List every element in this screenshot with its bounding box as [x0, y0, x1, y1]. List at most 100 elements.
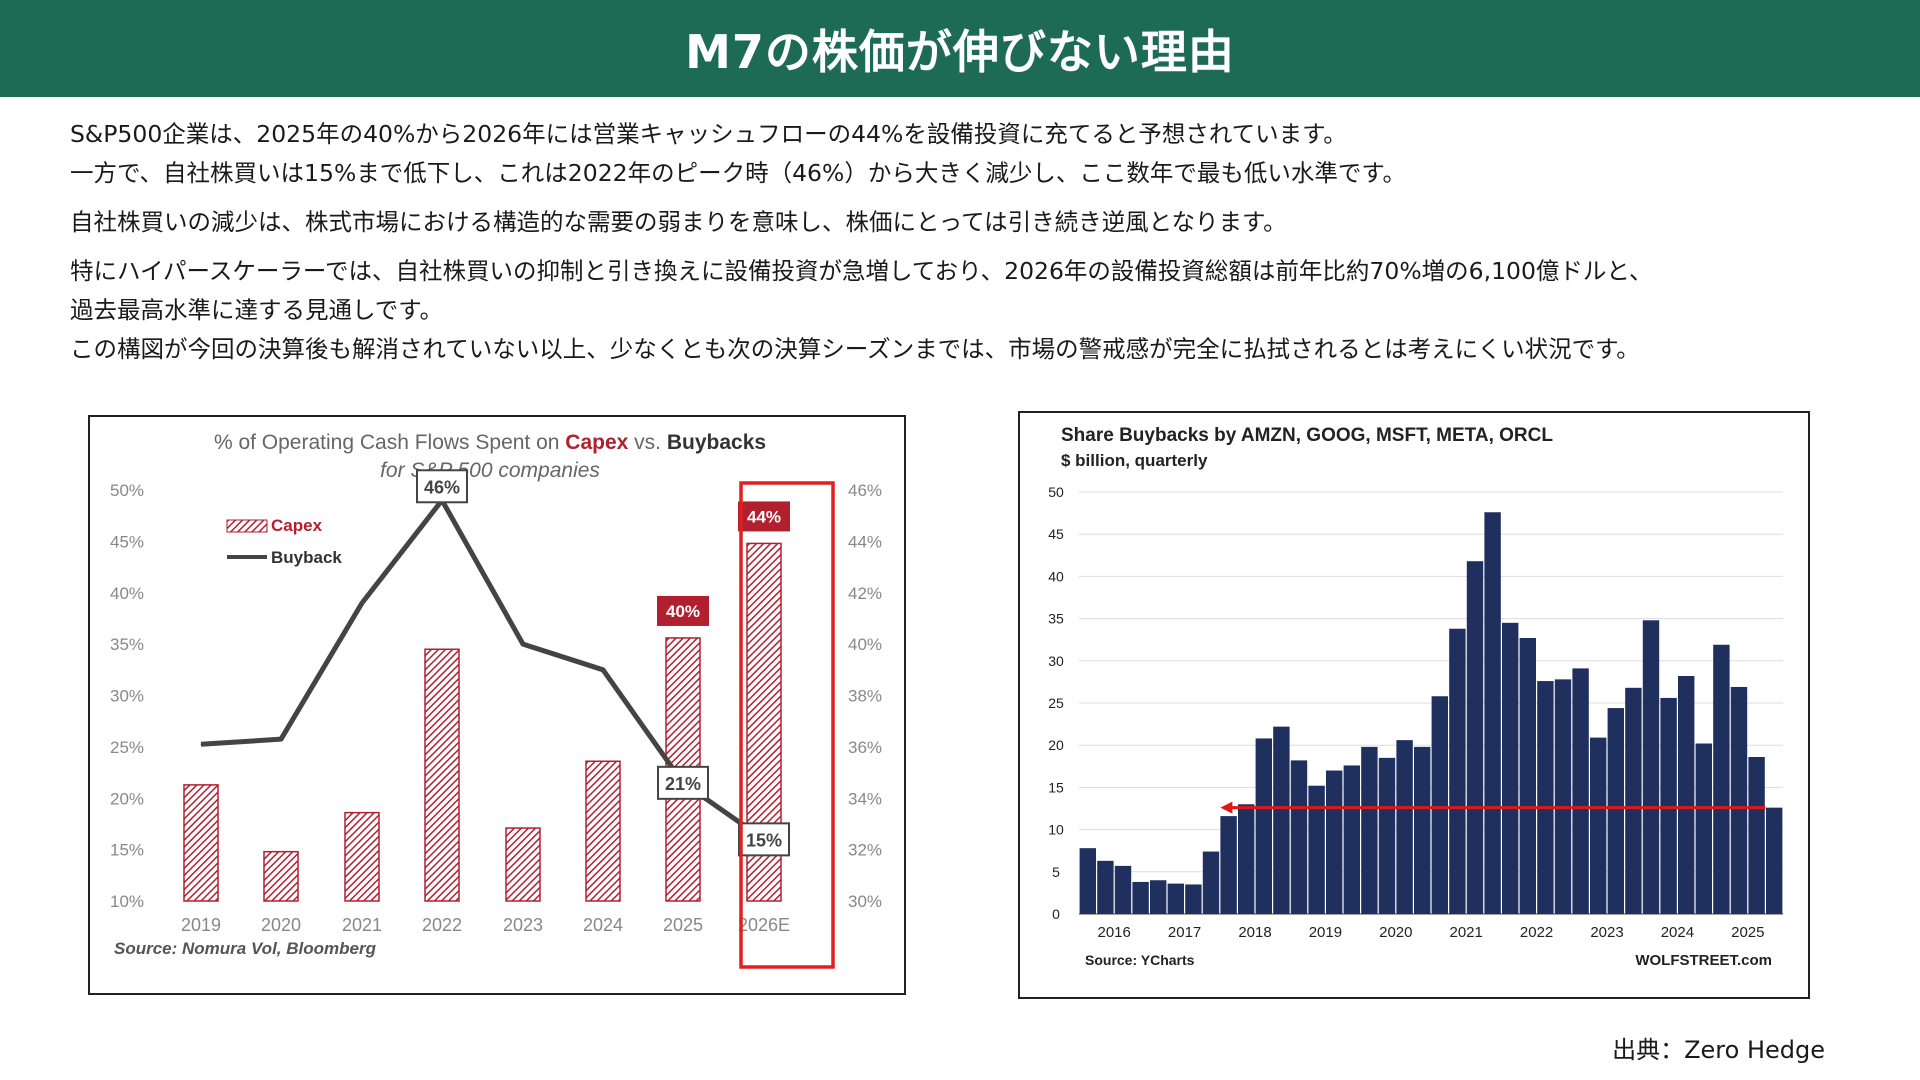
buyback-bar: [1114, 865, 1132, 914]
buyback-bar: [1678, 675, 1695, 914]
buyback-bar: [1519, 638, 1536, 914]
buyback-bar: [1167, 883, 1184, 914]
capex-buyback-chart: % of Operating Cash Flows Spent on Capex…: [88, 415, 906, 995]
chart2-title: Share Buybacks by AMZN, GOOG, MSFT, META…: [1061, 425, 1553, 446]
capex-bar: [344, 811, 380, 902]
buyback-bar: [1132, 881, 1149, 914]
buyback-bar: [1361, 746, 1378, 914]
y-axis-tick: 10: [1048, 822, 1064, 838]
y-axis-tick: 20: [1048, 737, 1064, 753]
buyback-bar: [1185, 884, 1202, 914]
highlight-2026-box: [739, 481, 835, 969]
legend-buyback-label: Buyback: [271, 548, 342, 567]
paragraph-3-line-2: 過去最高水準に達する見通しです。: [70, 296, 443, 324]
chart1-subtitle: for S&P 500 companies: [380, 459, 600, 482]
buyback-bar: [1449, 628, 1466, 914]
left-axis-tick: 25%: [110, 738, 144, 757]
title-bar: M7の株価が伸びない理由: [0, 0, 1920, 97]
buyback-bar: [1396, 740, 1413, 914]
left-axis-tick: 15%: [110, 841, 144, 860]
right-axis-tick: 36%: [848, 738, 882, 757]
buyback-line: [200, 497, 766, 842]
buyback-bar: [1730, 686, 1748, 914]
y-axis-tick: 15: [1048, 779, 1064, 795]
left-axis-tick: 10%: [110, 892, 144, 911]
x-axis-tick: 2023: [503, 915, 543, 935]
x-axis-tick: 2016: [1098, 924, 1131, 941]
right-axis-tick: 44%: [848, 532, 882, 551]
left-axis-tick: 30%: [110, 687, 144, 706]
buyback-bar: [1642, 620, 1660, 914]
buyback-bar: [1097, 860, 1114, 914]
y-axis-tick: 5: [1052, 864, 1060, 880]
paragraph-3-line-1: 特にハイパースケーラーでは、自社株買いの抑制と引き換えに設備投資が急増しており、…: [70, 257, 1653, 285]
buyback-callout-box: [416, 469, 468, 504]
paragraph-1-line-2: 一方で、自社株買いは15%まで低下し、これは2022年のピーク時（46%）から大…: [70, 159, 1406, 187]
y-axis-tick: 50: [1048, 484, 1064, 500]
buyback-bar: [1607, 708, 1624, 914]
source-note: 出典：Zero Hedge: [1612, 1036, 1825, 1064]
x-axis-tick: 2019: [181, 915, 221, 935]
buyback-bar: [1238, 804, 1255, 914]
buyback-bar: [1273, 726, 1290, 914]
buyback-point: [280, 738, 282, 740]
y-axis-tick: 0: [1052, 906, 1060, 922]
capex-2026-callout-box: [738, 501, 790, 532]
x-axis-tick: 2019: [1309, 924, 1342, 941]
buyback-callout-box: [738, 822, 790, 857]
buyback-bar: [1713, 644, 1730, 914]
right-axis-tick: 32%: [848, 841, 882, 860]
left-axis-tick: 50%: [110, 481, 144, 500]
buyback-bar: [1466, 561, 1484, 914]
right-axis-tick: 34%: [848, 789, 882, 808]
buyback-bar: [1202, 851, 1220, 914]
paragraph-3: 特にハイパースケーラーでは、自社株買いの抑制と引き換えに設備投資が急増しており、…: [70, 252, 1880, 369]
x-axis-tick: 2025: [1731, 924, 1764, 941]
buyback-bar: [1554, 679, 1572, 914]
right-axis-tick: 42%: [848, 584, 882, 603]
capex-2026-callout: 44%: [747, 507, 781, 526]
y-axis-tick: 40: [1048, 568, 1064, 584]
x-axis-tick: 2024: [1661, 924, 1694, 941]
buyback-point: [522, 643, 524, 645]
x-axis-tick: 2020: [261, 915, 301, 935]
right-axis-tick: 46%: [848, 481, 882, 500]
capex-bar: [505, 827, 541, 902]
buyback-bar: [1343, 765, 1360, 914]
buyback-bar: [1220, 816, 1237, 914]
buyback-point: [361, 602, 363, 604]
capex-2025-callout-box: [657, 595, 709, 626]
buyback-callout-box: [657, 765, 709, 800]
paragraph-1-line-1: S&P500企業は、2025年の40%から2026年には営業キャッシュフローの4…: [70, 120, 1347, 148]
x-axis-tick: 2022: [1520, 924, 1553, 941]
buyback-bar: [1431, 696, 1448, 914]
paragraph-2: 自社株買いの減少は、株式市場における構造的な需要の弱まりを意味し、株価にとっては…: [70, 208, 1287, 236]
buyback-bar: [1748, 757, 1765, 914]
capex-buyback-chart-svg: % of Operating Cash Flows Spent on Capex…: [110, 431, 882, 969]
buyback-bar: [1695, 743, 1712, 914]
legend-capex-label: Capex: [271, 516, 323, 535]
body-text: S&P500企業は、2025年の40%から2026年には営業キャッシュフローの4…: [70, 115, 1880, 379]
x-axis-tick: 2020: [1379, 924, 1412, 941]
x-axis-tick: 2026E: [738, 915, 790, 935]
legend-capex-swatch: [226, 519, 268, 533]
buyback-bar: [1484, 512, 1501, 914]
left-axis-tick: 20%: [110, 789, 144, 808]
buyback-callout: 15%: [746, 830, 782, 850]
buyback-bar: [1255, 738, 1272, 914]
share-buybacks-chart: Share Buybacks by AMZN, GOOG, MSFT, META…: [1018, 411, 1810, 999]
capex-bar: [263, 850, 299, 902]
capex-bar: [183, 784, 219, 902]
buyback-point: [200, 743, 202, 745]
buyback-bar: [1290, 760, 1308, 914]
x-axis-tick: 2025: [663, 915, 703, 935]
paragraph-1: S&P500企業は、2025年の40%から2026年には営業キャッシュフローの4…: [70, 115, 1880, 193]
buyback-bar: [1590, 737, 1607, 914]
right-axis-tick: 30%: [848, 892, 882, 911]
right-axis-tick: 38%: [848, 687, 882, 706]
x-axis-tick: 2023: [1590, 924, 1623, 941]
left-axis-tick: 45%: [110, 532, 144, 551]
x-axis-tick: 2022: [422, 915, 462, 935]
reference-arrowhead: [1220, 801, 1233, 814]
buyback-bar: [1660, 697, 1677, 914]
